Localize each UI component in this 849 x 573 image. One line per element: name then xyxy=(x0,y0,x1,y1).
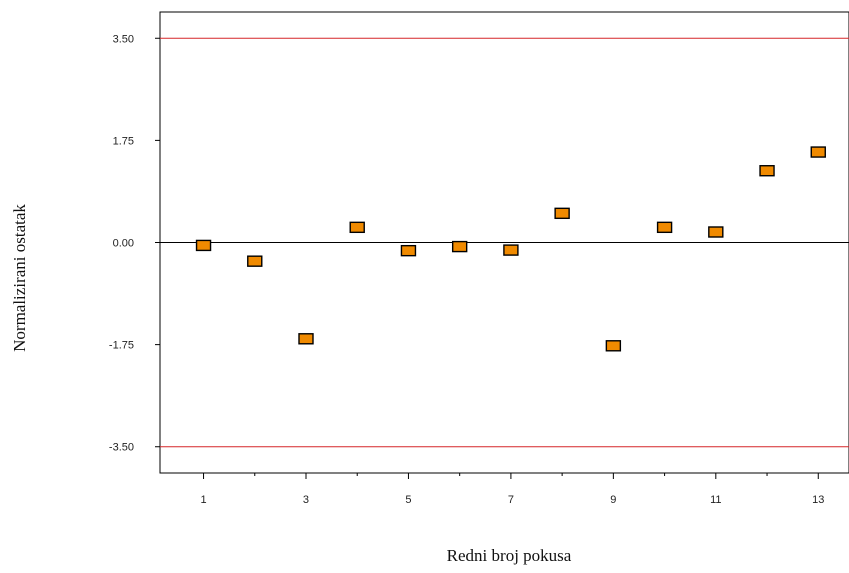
data-point xyxy=(247,255,263,267)
y-axis-title: Normalizirani ostatak xyxy=(10,204,29,352)
data-point xyxy=(554,207,570,220)
y-tick-label: 0.00 xyxy=(113,238,134,250)
x-tick-label: 7 xyxy=(508,494,514,506)
data-points xyxy=(195,146,826,352)
y-axis-ticks: 3.50 1.75 0.00 -1.75 -3.50 xyxy=(109,33,160,454)
data-point xyxy=(810,146,826,158)
x-tick-label: 1 xyxy=(200,494,206,506)
x-tick-label: 11 xyxy=(710,494,721,506)
y-tick-label: -3.50 xyxy=(109,442,134,454)
data-point xyxy=(400,244,417,257)
x-axis-ticks: 1 3 5 7 9 11 13 xyxy=(200,473,824,506)
x-tick-label: 3 xyxy=(303,494,309,506)
data-point xyxy=(195,239,212,252)
data-point xyxy=(605,340,622,352)
data-point xyxy=(349,221,365,234)
y-tick-label: 1.75 xyxy=(113,135,134,147)
data-point xyxy=(759,165,775,177)
x-axis-title: Redni broj pokusa xyxy=(447,546,572,565)
y-tick-label: 3.50 xyxy=(113,33,134,45)
x-tick-label: 13 xyxy=(812,494,824,506)
data-point xyxy=(451,240,468,253)
data-point xyxy=(298,333,314,345)
data-point xyxy=(708,226,724,238)
x-tick-label: 9 xyxy=(610,494,616,506)
x-tick-label: 5 xyxy=(405,494,411,506)
data-point xyxy=(503,244,519,256)
reference-lines xyxy=(160,37,849,448)
data-point xyxy=(656,221,673,234)
y-tick-label: -1.75 xyxy=(109,340,134,352)
